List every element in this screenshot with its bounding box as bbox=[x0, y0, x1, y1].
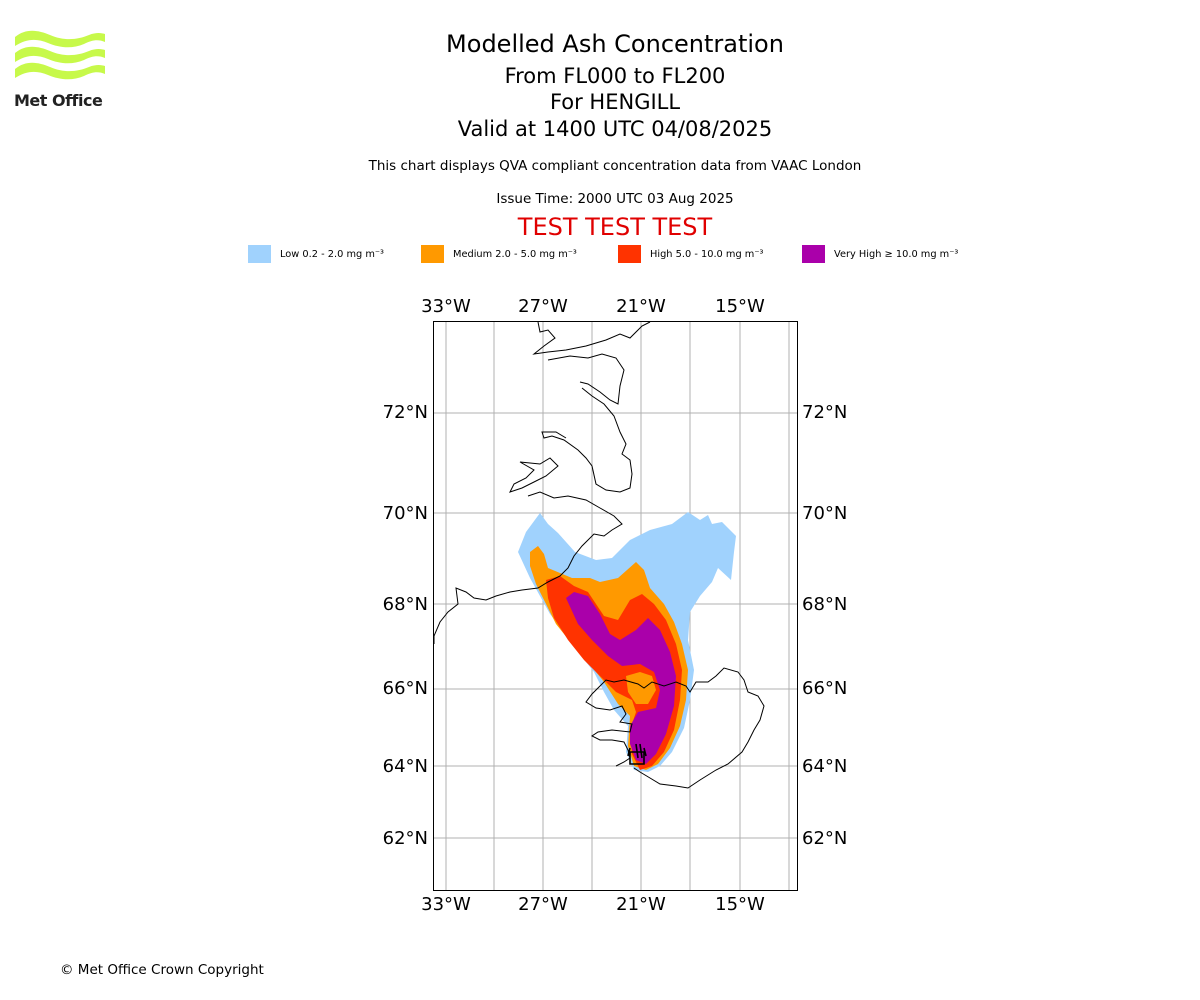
met-office-wave-icon bbox=[15, 30, 105, 80]
legend-label-high: High 5.0 - 10.0 mg m⁻³ bbox=[650, 248, 764, 260]
lat-label-left-68n: 68°N bbox=[383, 594, 428, 615]
lat-labels-right: 72°N 70°N 68°N 66°N 64°N 62°N bbox=[802, 402, 847, 849]
lon-label-top-21w: 21°W bbox=[616, 296, 666, 317]
lon-label-top-27w: 27°W bbox=[518, 296, 568, 317]
coastlines bbox=[433, 321, 765, 789]
lon-label-bottom-27w: 27°W bbox=[518, 894, 568, 915]
lat-label-left-64n: 64°N bbox=[383, 756, 428, 777]
lat-label-left-62n: 62°N bbox=[383, 828, 428, 849]
lon-label-bottom-21w: 21°W bbox=[616, 894, 666, 915]
flight-level-range: From FL000 to FL200 bbox=[504, 64, 726, 88]
legend-label-very-high: Very High ≥ 10.0 mg m⁻³ bbox=[834, 248, 959, 260]
legend-item-low: Low 0.2 - 2.0 mg m⁻³ bbox=[248, 244, 384, 264]
ash-map: 33°W 27°W 21°W 15°W 33°W 27°W 21°W 15°W … bbox=[383, 296, 848, 915]
ash-medium-inner bbox=[626, 672, 656, 704]
valid-time: Valid at 1400 UTC 04/08/2025 bbox=[457, 117, 773, 141]
lat-label-left-70n: 70°N bbox=[383, 503, 428, 524]
map-gridlines bbox=[434, 322, 797, 890]
lon-label-top-15w: 15°W bbox=[715, 296, 765, 317]
logo-text: Met Office bbox=[14, 91, 103, 110]
ash-contours bbox=[518, 512, 736, 772]
lon-labels-bottom: 33°W 27°W 21°W 15°W bbox=[421, 894, 765, 915]
lat-labels-left: 72°N 70°N 68°N 66°N 64°N 62°N bbox=[383, 402, 428, 849]
lon-label-bottom-33w: 33°W bbox=[421, 894, 471, 915]
greenland-coast-scoresby bbox=[509, 457, 559, 493]
lon-label-top-33w: 33°W bbox=[421, 296, 471, 317]
lat-label-right-70n: 70°N bbox=[802, 503, 847, 524]
legend-item-very-high: Very High ≥ 10.0 mg m⁻³ bbox=[802, 244, 958, 264]
lat-label-right-66n: 66°N bbox=[802, 678, 847, 699]
issue-time: Issue Time: 2000 UTC 03 Aug 2025 bbox=[496, 191, 734, 207]
met-office-logo: Met Office bbox=[14, 30, 109, 115]
chart-title: Modelled Ash Concentration bbox=[446, 30, 784, 58]
legend-label-medium: Medium 2.0 - 5.0 mg m⁻³ bbox=[453, 248, 577, 260]
volcano-name: For HENGILL bbox=[549, 90, 681, 114]
greenland-coast-north bbox=[532, 321, 651, 355]
test-banner: TEST TEST TEST bbox=[517, 213, 713, 241]
greenland-coast-east bbox=[433, 491, 623, 644]
iceland-coast bbox=[585, 667, 765, 789]
hengill-marker bbox=[627, 743, 647, 765]
lon-label-bottom-15w: 15°W bbox=[715, 894, 765, 915]
legend-swatch-high bbox=[618, 245, 641, 263]
greenland-coast-fjord bbox=[541, 387, 633, 493]
legend-swatch-medium bbox=[421, 245, 444, 263]
legend-item-medium: Medium 2.0 - 5.0 mg m⁻³ bbox=[421, 244, 577, 264]
greenland-coast-inlets bbox=[547, 353, 625, 405]
lat-label-right-68n: 68°N bbox=[802, 594, 847, 615]
lat-label-left-66n: 66°N bbox=[383, 678, 428, 699]
map-frame bbox=[433, 321, 798, 891]
disclaimer-text: This chart displays QVA compliant concen… bbox=[368, 158, 862, 174]
lat-label-right-72n: 72°N bbox=[802, 402, 847, 423]
lat-label-right-64n: 64°N bbox=[802, 756, 847, 777]
legend-swatch-very-high bbox=[802, 245, 825, 263]
legend-swatch-low bbox=[248, 245, 271, 263]
legend-label-low: Low 0.2 - 2.0 mg m⁻³ bbox=[280, 248, 384, 260]
lat-label-right-62n: 62°N bbox=[802, 828, 847, 849]
lon-labels-top: 33°W 27°W 21°W 15°W bbox=[421, 296, 765, 317]
legend-item-high: High 5.0 - 10.0 mg m⁻³ bbox=[618, 244, 763, 264]
ash-very-high-contour bbox=[566, 592, 676, 764]
copyright-text: © Met Office Crown Copyright bbox=[60, 962, 264, 978]
lat-label-left-72n: 72°N bbox=[383, 402, 428, 423]
